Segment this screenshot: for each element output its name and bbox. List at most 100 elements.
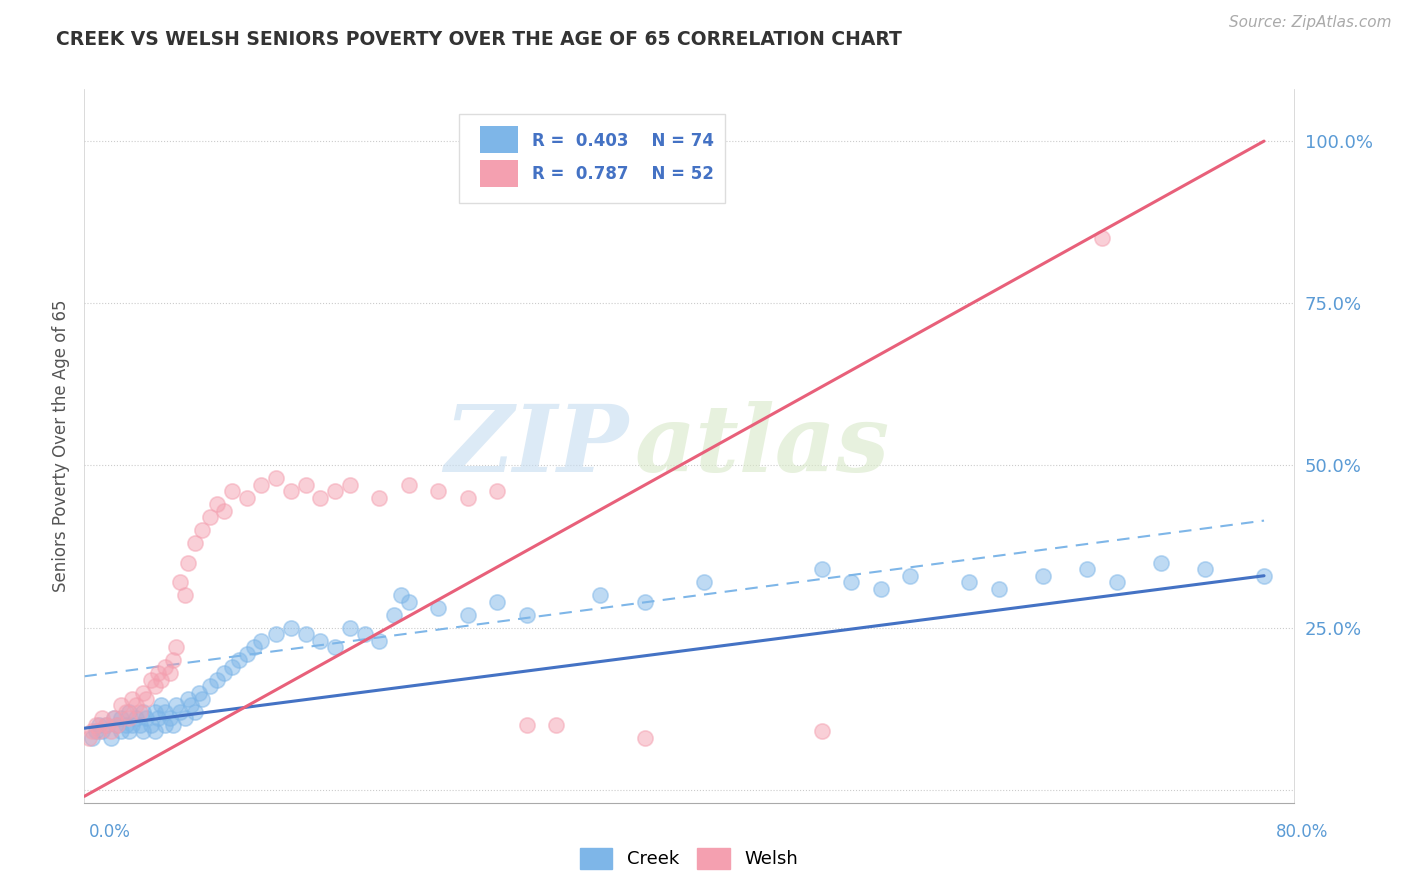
FancyBboxPatch shape [479, 160, 519, 187]
Point [162, 653, 184, 667]
Point [139, 673, 162, 687]
Point [132, 685, 155, 699]
Point [280, 621, 302, 635]
Point [309, 491, 332, 505]
Point [139, 718, 162, 732]
Text: R =  0.787    N = 52: R = 0.787 N = 52 [531, 165, 714, 183]
Point [121, 718, 143, 732]
Point [1076, 562, 1098, 576]
Point [80, 731, 103, 745]
FancyBboxPatch shape [460, 114, 725, 203]
Point [1150, 556, 1173, 570]
Point [91, 724, 114, 739]
Point [250, 633, 273, 648]
Point [228, 653, 250, 667]
Point [264, 627, 287, 641]
Point [987, 582, 1010, 596]
Point [398, 595, 420, 609]
Point [294, 478, 316, 492]
Point [323, 640, 346, 654]
Point [339, 478, 361, 492]
Point [516, 607, 538, 622]
Point [105, 718, 128, 732]
Point [173, 711, 195, 725]
Point [294, 627, 316, 641]
Text: 0.0%: 0.0% [89, 822, 131, 840]
Point [84, 724, 107, 739]
Point [135, 711, 157, 725]
Point [205, 497, 228, 511]
Point [1194, 562, 1216, 576]
Point [1091, 231, 1114, 245]
Point [353, 627, 375, 641]
Point [198, 679, 221, 693]
Text: 80.0%: 80.0% [1277, 822, 1329, 840]
Point [382, 607, 405, 622]
Point [339, 621, 361, 635]
Point [155, 705, 177, 719]
Point [427, 601, 450, 615]
Point [214, 666, 236, 681]
Point [323, 484, 346, 499]
Point [184, 536, 207, 550]
Text: CREEK VS WELSH SENIORS POVERTY OVER THE AGE OF 65 CORRELATION CHART: CREEK VS WELSH SENIORS POVERTY OVER THE … [56, 29, 903, 48]
Point [125, 698, 148, 713]
FancyBboxPatch shape [479, 127, 519, 153]
Point [87, 718, 110, 732]
Point [1253, 568, 1275, 582]
Y-axis label: Seniors Poverty Over the Age of 65: Seniors Poverty Over the Age of 65 [52, 300, 70, 592]
Point [143, 679, 166, 693]
Point [117, 705, 139, 719]
Point [100, 731, 122, 745]
Point [114, 705, 136, 719]
Point [103, 711, 125, 725]
Point [103, 711, 125, 725]
Text: R =  0.403    N = 74: R = 0.403 N = 74 [531, 132, 714, 150]
Point [389, 588, 412, 602]
Point [589, 588, 612, 602]
Point [221, 659, 243, 673]
Point [184, 705, 207, 719]
Point [132, 724, 155, 739]
Point [146, 711, 169, 725]
Text: ZIP: ZIP [444, 401, 628, 491]
Point [810, 724, 832, 739]
Point [634, 731, 657, 745]
Point [810, 562, 832, 576]
Text: Source: ZipAtlas.com: Source: ZipAtlas.com [1229, 15, 1392, 29]
Point [165, 640, 187, 654]
Point [155, 659, 177, 673]
Point [235, 647, 257, 661]
Point [165, 698, 187, 713]
Point [105, 718, 128, 732]
Point [110, 711, 132, 725]
Point [143, 705, 166, 719]
Point [159, 711, 181, 725]
Point [191, 692, 214, 706]
Point [280, 484, 302, 499]
Point [146, 666, 169, 681]
Point [176, 556, 198, 570]
Point [117, 724, 139, 739]
Point [121, 692, 143, 706]
Point [84, 718, 107, 732]
Legend: Creek, Welsh: Creek, Welsh [572, 840, 806, 876]
Point [169, 575, 191, 590]
Point [129, 718, 152, 732]
Point [110, 724, 132, 739]
Point [869, 582, 891, 596]
Point [77, 731, 100, 745]
Point [957, 575, 980, 590]
Point [135, 692, 157, 706]
Point [117, 711, 139, 725]
Point [169, 705, 191, 719]
Text: atlas: atlas [634, 401, 890, 491]
Point [457, 607, 479, 622]
Point [368, 633, 391, 648]
Point [309, 633, 332, 648]
Point [427, 484, 450, 499]
Point [634, 595, 657, 609]
Point [155, 718, 177, 732]
Point [150, 698, 173, 713]
Point [91, 711, 114, 725]
